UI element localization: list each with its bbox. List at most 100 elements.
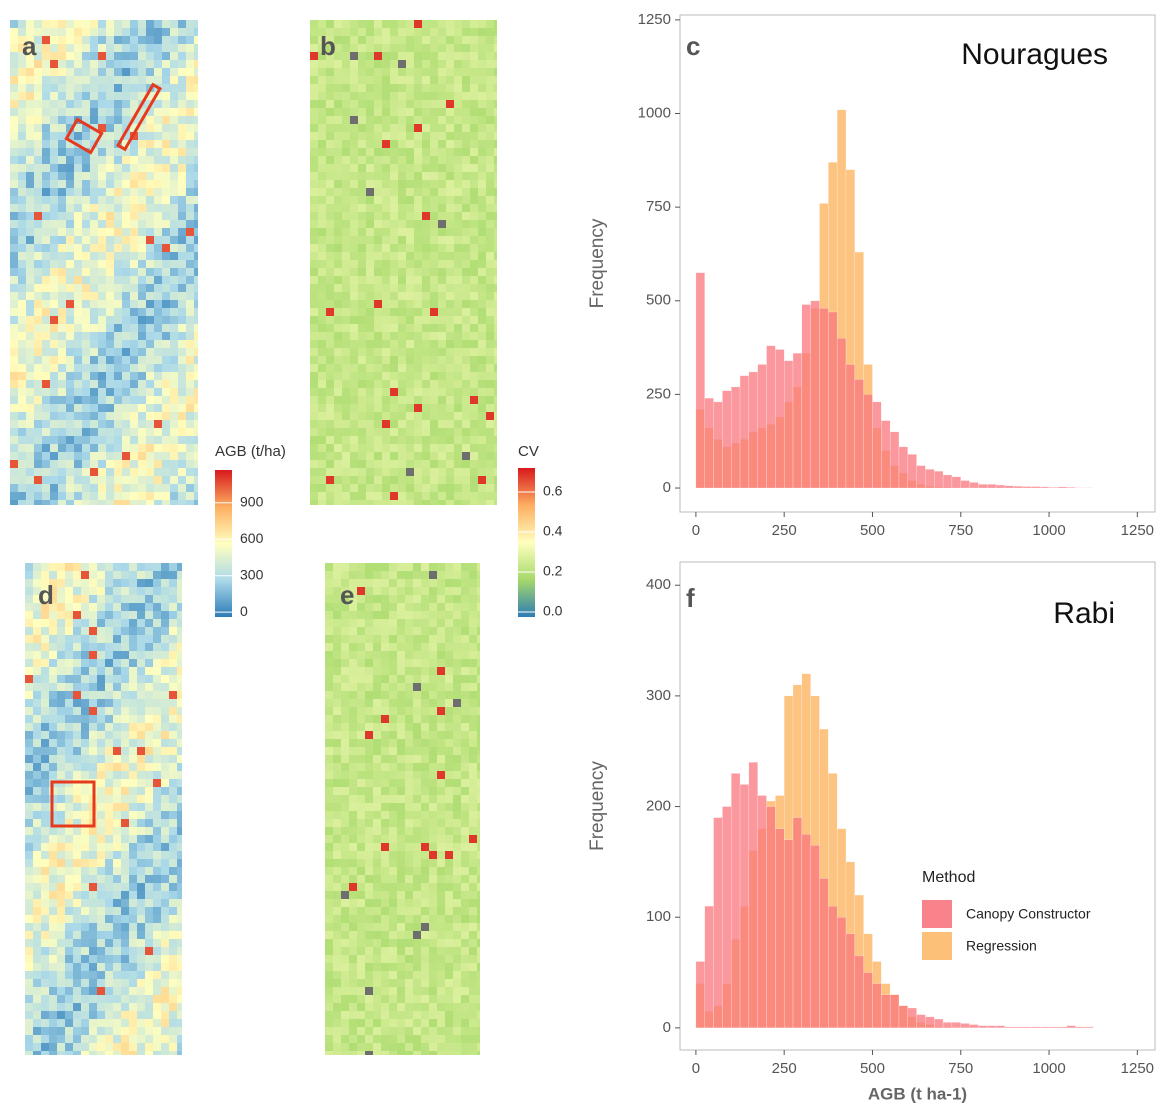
map-cell: [334, 372, 342, 380]
map-cell: [373, 827, 381, 835]
map-cell: [129, 731, 137, 739]
map-cell: [90, 20, 98, 28]
map-cell: [137, 963, 145, 971]
map-cell: [10, 428, 18, 436]
map-cell: [105, 643, 113, 651]
map-cell: [366, 172, 374, 180]
map-cell: [74, 172, 82, 180]
map-cell: [73, 747, 81, 755]
map-cell: [405, 795, 413, 803]
map-cell: [105, 779, 113, 787]
map-cell: [318, 252, 326, 260]
map-cell: [58, 204, 66, 212]
map-cell: [366, 476, 374, 484]
map-cell: [318, 380, 326, 388]
map-cell: [25, 883, 33, 891]
map-cell: [113, 779, 121, 787]
map-cell: [341, 835, 349, 843]
map-cell: [82, 444, 90, 452]
map-cell: [357, 835, 365, 843]
map-cell: [486, 452, 494, 460]
map-cell: [318, 476, 326, 484]
map-cell: [390, 268, 398, 276]
map-cell: [414, 44, 422, 52]
map-cell: [325, 867, 333, 875]
map-cell: [398, 76, 406, 84]
map-cell: [74, 396, 82, 404]
map-cell: [453, 667, 461, 675]
map-cell: [478, 236, 486, 244]
map-cell: [89, 923, 97, 931]
map-cell: [161, 675, 169, 683]
map-cell: [437, 739, 445, 747]
map-cell: [326, 396, 334, 404]
map-cell: [437, 827, 445, 835]
map-cell: [81, 827, 89, 835]
map-cell: [98, 356, 106, 364]
map-cell: [137, 643, 145, 651]
map-cell: [470, 228, 478, 236]
map-cell: [366, 108, 374, 116]
map-cell: [477, 635, 480, 643]
map-cell: [73, 563, 81, 571]
map-cell: [186, 468, 194, 476]
map-cell: [349, 755, 357, 763]
map-cell: [145, 619, 153, 627]
map-cell: [146, 428, 154, 436]
map-cell: [438, 356, 446, 364]
map-cell: [342, 484, 350, 492]
map-cell: [186, 132, 194, 140]
map-cell: [178, 236, 186, 244]
map-cell: [66, 468, 74, 476]
map-cell: [162, 444, 170, 452]
map-cell: [121, 939, 129, 947]
map-cell: [430, 500, 438, 505]
map-cell: [382, 124, 390, 132]
map-cell: [406, 292, 414, 300]
map-cell: [90, 116, 98, 124]
map-cell: [462, 148, 470, 156]
map-cell: [25, 795, 33, 803]
map-cell: [178, 164, 186, 172]
map-cell: [350, 500, 358, 505]
map-cell: [137, 779, 145, 787]
map-cell: [153, 707, 161, 715]
map-cell: [122, 180, 130, 188]
map-cell: [114, 60, 122, 68]
map-cell: [25, 627, 33, 635]
map-cell: [58, 220, 66, 228]
map-cell: [42, 292, 50, 300]
map-cell: [161, 667, 169, 675]
map-cell: [382, 452, 390, 460]
map-cell: [382, 116, 390, 124]
map-cell: [397, 659, 405, 667]
map-cell: [154, 68, 162, 76]
map-cell: [478, 340, 486, 348]
map-cell: [421, 883, 429, 891]
map-cell: [186, 452, 194, 460]
map-cell: [334, 236, 342, 244]
map-cell: [162, 268, 170, 276]
map-cell: [382, 380, 390, 388]
map-cell: [342, 236, 350, 244]
map-cell: [325, 779, 333, 787]
map-cell: [414, 28, 422, 36]
map-cell: [162, 84, 170, 92]
map-cell: [422, 100, 430, 108]
map-cell: [326, 116, 334, 124]
map-cell: [194, 188, 198, 196]
map-cell: [161, 883, 169, 891]
map-cell: [398, 268, 406, 276]
map-cell: [318, 116, 326, 124]
map-cell: [34, 308, 42, 316]
map-cell: [397, 739, 405, 747]
map-cell: [350, 332, 358, 340]
map-cell: [154, 324, 162, 332]
map-cell: [373, 867, 381, 875]
map-cell: [462, 204, 470, 212]
map-cell: [177, 931, 182, 939]
map-cell: [342, 172, 350, 180]
map-cell: [26, 196, 34, 204]
map-cell: [341, 771, 349, 779]
map-cell: [357, 875, 365, 883]
